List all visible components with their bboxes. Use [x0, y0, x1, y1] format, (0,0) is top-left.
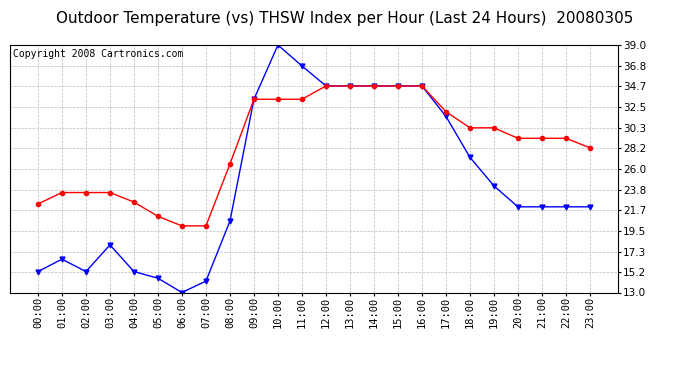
Text: Copyright 2008 Cartronics.com: Copyright 2008 Cartronics.com [13, 49, 184, 59]
Text: Outdoor Temperature (vs) THSW Index per Hour (Last 24 Hours)  20080305: Outdoor Temperature (vs) THSW Index per … [57, 11, 633, 26]
